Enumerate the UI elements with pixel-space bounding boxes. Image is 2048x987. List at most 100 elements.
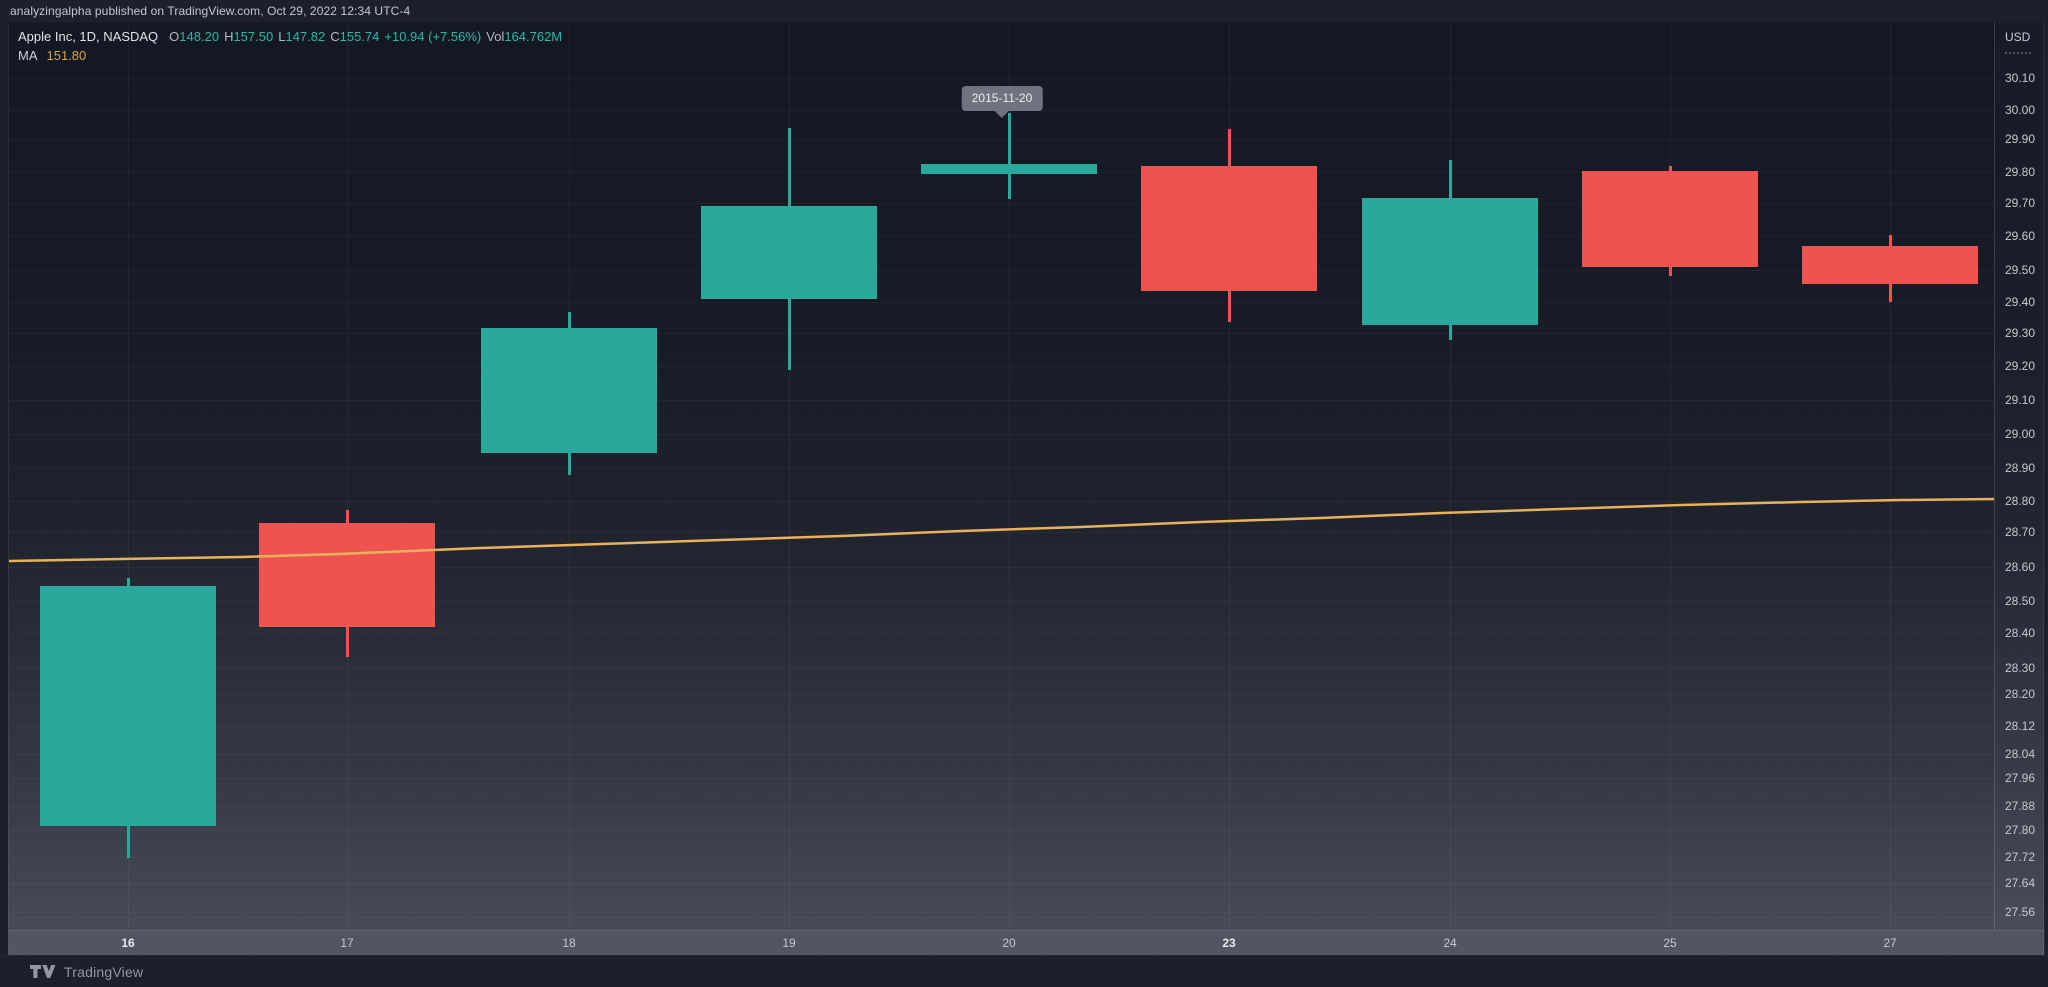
time-axis[interactable]: 16 17 18 19 20 23 24 25 27 [9, 930, 2045, 955]
time-tick-label: 20 [1002, 936, 1016, 950]
legend-high: H157.50 [224, 29, 274, 44]
candle-2015-11-25[interactable] [1582, 171, 1758, 267]
price-axis[interactable]: USD 30.10 30.00 29.90 29.80 29.70 29.60 29.50 2… [1994, 22, 2045, 930]
horizontal-gridline [9, 78, 1994, 79]
candle-2015-11-17[interactable] [259, 523, 435, 627]
date-tooltip: 2015-11-20 [961, 86, 1043, 111]
horizontal-gridline [9, 857, 1994, 858]
vertical-gridline [1450, 22, 1451, 930]
price-tick-label: 28.50 [2005, 594, 2036, 608]
horizontal-gridline [9, 203, 1994, 204]
vertical-gridline [1670, 22, 1671, 930]
price-tick-label: 28.70 [2005, 525, 2036, 539]
price-tick-label: 27.96 [2005, 771, 2036, 785]
legend-open: O148.20 [169, 29, 220, 44]
horizontal-gridline [9, 501, 1994, 502]
vertical-gridline [1890, 22, 1891, 930]
horizontal-gridline [9, 139, 1994, 140]
vertical-gridline [569, 22, 570, 930]
horizontal-gridline [9, 270, 1994, 271]
horizontal-gridline [9, 567, 1994, 568]
horizontal-gridline [9, 754, 1994, 755]
price-tick-label: 29.80 [2005, 165, 2036, 179]
legend-ma-row: MA 151.80 [18, 48, 562, 63]
price-tick-label: 29.10 [2005, 393, 2036, 407]
price-tick-label: 28.60 [2005, 560, 2036, 574]
price-tick-label: 27.88 [2005, 799, 2036, 813]
legend-ohlc-row: Apple Inc, 1D, NASDAQ O148.20 H157.50 L1… [18, 29, 562, 44]
price-tick-label: 28.80 [2005, 494, 2036, 508]
legend-close: C155.74 [330, 29, 380, 44]
legend-low: L147.82 [278, 29, 326, 44]
horizontal-gridline [9, 400, 1994, 401]
candle-2015-11-16[interactable] [40, 586, 216, 826]
vertical-gridline [1009, 22, 1010, 930]
tradingview-logo-link[interactable]: TradingView [30, 964, 143, 980]
legend-change: +10.94 (+7.56%) [384, 29, 482, 44]
price-tick-label: 28.90 [2005, 461, 2036, 475]
price-tick-label: 28.40 [2005, 626, 2036, 640]
candle-2015-11-27[interactable] [1802, 246, 1978, 284]
horizontal-gridline [9, 434, 1994, 435]
vertical-gridline [128, 22, 129, 930]
chart-plot-area[interactable]: Apple Inc, 1D, NASDAQ O148.20 H157.50 L1… [9, 22, 1994, 930]
tradingview-brand-text: TradingView [64, 963, 144, 980]
ma-label[interactable]: MA [18, 48, 38, 63]
horizontal-gridline [9, 236, 1994, 237]
candle-2015-11-20[interactable] [921, 164, 1097, 174]
candle-2015-11-24[interactable] [1362, 198, 1538, 325]
price-tick-label: 29.50 [2005, 263, 2036, 277]
chart-widget: Apple Inc, 1D, NASDAQ O148.20 H157.50 L1… [8, 22, 2045, 955]
candle-2015-11-23[interactable] [1141, 166, 1317, 291]
price-tick-label: 27.80 [2005, 823, 2036, 837]
axis-unit-divider [2005, 52, 2031, 54]
price-tick-label: 29.20 [2005, 359, 2036, 373]
price-tick-label: 28.20 [2005, 687, 2036, 701]
time-tick-label: 27 [1883, 936, 1897, 950]
time-tick-label: 23 [1222, 936, 1236, 950]
price-tick-label: 29.00 [2005, 427, 2036, 441]
time-tick-label: 25 [1663, 936, 1677, 950]
price-tick-label: 27.56 [2005, 905, 2036, 919]
horizontal-gridline [9, 726, 1994, 727]
horizontal-gridline [9, 333, 1994, 334]
footer-bar: TradingView [0, 955, 2048, 987]
horizontal-gridline [9, 633, 1994, 634]
symbol-title[interactable]: Apple Inc, 1D, NASDAQ [18, 29, 159, 44]
candle-2015-11-19[interactable] [701, 206, 877, 299]
horizontal-gridline [9, 302, 1994, 303]
price-tick-label: 29.90 [2005, 132, 2036, 146]
ma-line[interactable] [9, 22, 1994, 930]
candle-2015-11-18[interactable] [481, 328, 657, 453]
chart-legend: Apple Inc, 1D, NASDAQ O148.20 H157.50 L1… [18, 29, 562, 63]
legend-volume: Vol164.762M [486, 29, 563, 44]
tradingview-logo-icon [30, 965, 56, 978]
vertical-gridline [347, 22, 348, 930]
time-tick-label: 16 [121, 936, 135, 950]
currency-label: USD [2005, 30, 2031, 44]
horizontal-gridline [9, 912, 1994, 913]
price-tick-label: 28.12 [2005, 719, 2036, 733]
price-tick-label: 30.00 [2005, 103, 2036, 117]
time-tick-label: 24 [1443, 936, 1457, 950]
price-tick-label: 28.04 [2005, 747, 2036, 761]
price-tick-label: 29.30 [2005, 326, 2036, 340]
horizontal-gridline [9, 366, 1994, 367]
time-tick-label: 17 [340, 936, 354, 950]
publish-header: analyzingalpha published on TradingView.… [0, 0, 2048, 22]
time-tick-label: 18 [562, 936, 576, 950]
price-tick-label: 30.10 [2005, 71, 2036, 85]
horizontal-gridline [9, 883, 1994, 884]
horizontal-gridline [9, 830, 1994, 831]
price-tick-label: 29.60 [2005, 229, 2036, 243]
time-tick-label: 19 [782, 936, 796, 950]
publish-info-text: analyzingalpha published on TradingView.… [10, 4, 411, 18]
price-tick-label: 27.72 [2005, 850, 2036, 864]
candle-wick-2015-11-20 [1008, 113, 1011, 199]
vertical-gridline [1229, 22, 1230, 930]
horizontal-gridline [9, 468, 1994, 469]
vertical-gridline [789, 22, 790, 930]
ma-value: 151.80 [46, 48, 87, 63]
horizontal-gridline [9, 806, 1994, 807]
